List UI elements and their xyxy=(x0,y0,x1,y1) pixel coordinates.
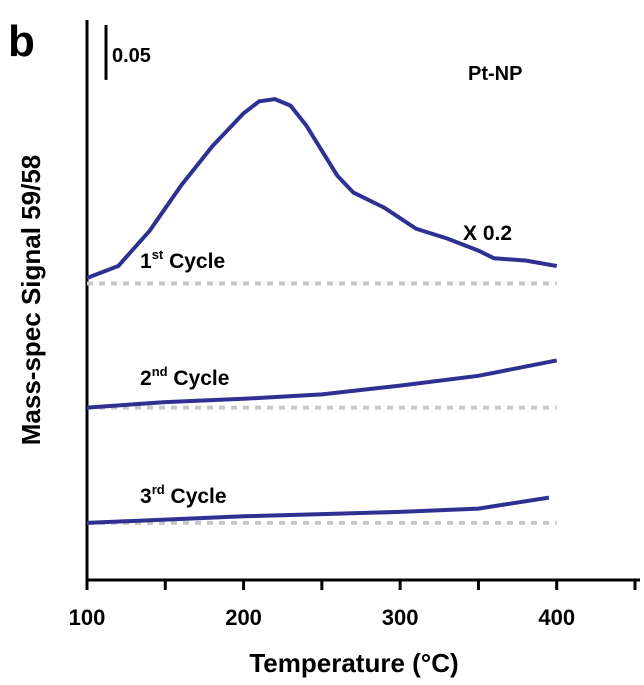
series-line xyxy=(86,495,550,525)
scale-annotation: X 0.2 xyxy=(463,222,512,245)
x-tick-label: 200 xyxy=(225,605,262,630)
series-line xyxy=(86,358,558,410)
x-tick-label: 300 xyxy=(382,605,419,630)
scale-bar-label: 0.05 xyxy=(112,45,151,67)
legend-label: 2nd Cycle xyxy=(140,364,229,390)
x-tick-label: 100 xyxy=(69,605,106,630)
legend-label: 1st Cycle xyxy=(140,247,225,273)
legend-label: 3rd Cycle xyxy=(140,482,227,508)
x-tick-label: 400 xyxy=(538,605,575,630)
y-axis-label: Mass-spec Signal 59/58 xyxy=(16,155,46,445)
x-axis-label: Temperature (°C) xyxy=(249,648,458,678)
series-line xyxy=(86,97,558,280)
annotation: Pt-NP xyxy=(468,63,522,85)
panel-label: b xyxy=(8,17,35,66)
